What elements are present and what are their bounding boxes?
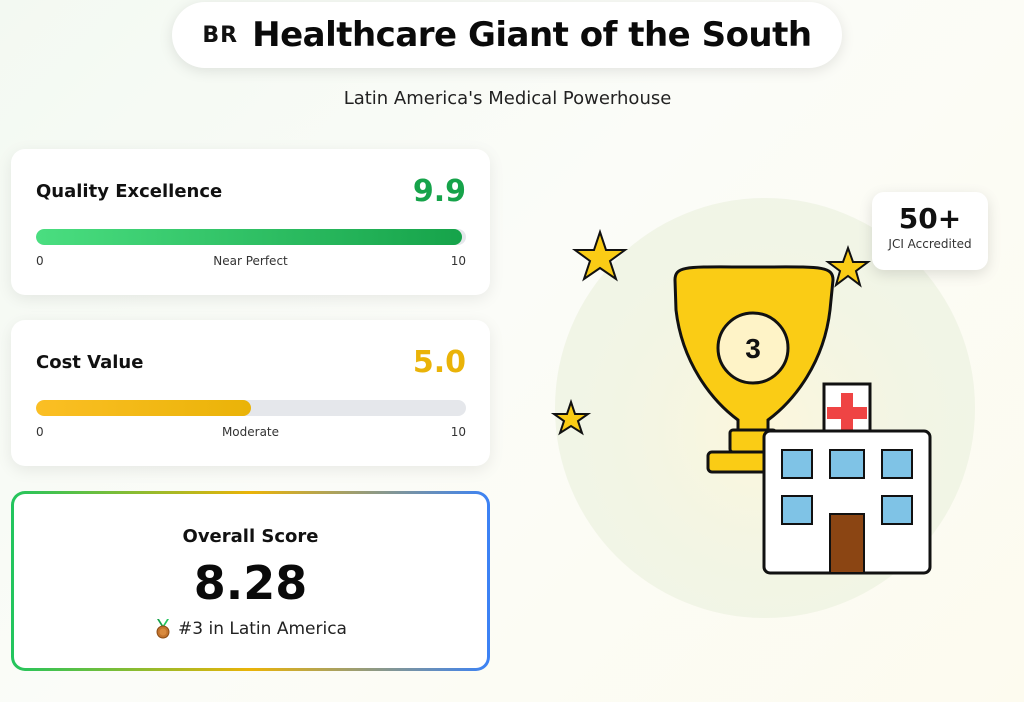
- progress-track: [36, 229, 466, 245]
- axis-max: 10: [450, 425, 466, 439]
- metric-score: 5.0: [412, 345, 466, 380]
- rank-text: #3 in Latin America: [178, 619, 347, 639]
- medal-icon: [156, 619, 170, 639]
- axis-max: 10: [450, 254, 466, 268]
- progress-track: [36, 400, 466, 416]
- trophy-number: 3: [745, 333, 761, 364]
- metric-card-quality: Quality Excellence 9.9 0 Near Perfect 10: [11, 149, 490, 295]
- axis-min: 0: [36, 254, 44, 268]
- rank-line: #3 in Latin America: [14, 619, 487, 639]
- progress-fill: [36, 400, 251, 416]
- metric-card-cost: Cost Value 5.0 0 Moderate 10: [11, 320, 490, 466]
- axis-mid-label: Moderate: [221, 425, 280, 439]
- star-icon: [571, 228, 629, 282]
- page-subtitle: Latin America's Medical Powerhouse: [343, 88, 672, 109]
- trophy-hospital-illustration: 3: [550, 198, 975, 618]
- overall-score-value: 8.28: [193, 556, 308, 610]
- header-pill: BR Healthcare Giant of the South: [172, 2, 842, 68]
- metric-label: Cost Value: [36, 352, 144, 373]
- axis-mid-label: Near Perfect: [213, 254, 288, 268]
- badge-caption: JCI Accredited: [888, 237, 972, 251]
- overall-label: Overall Score: [182, 526, 319, 547]
- badge-value: 50+: [898, 202, 962, 235]
- metric-label: Quality Excellence: [36, 181, 223, 202]
- metric-score: 9.9: [412, 174, 466, 209]
- country-code: BR: [202, 22, 239, 48]
- page-title: Healthcare Giant of the South: [252, 15, 812, 55]
- axis-min: 0: [36, 425, 44, 439]
- accreditation-badge: 50+ JCI Accredited: [872, 192, 988, 270]
- star-icon: [825, 245, 871, 288]
- star-icon: [550, 398, 592, 436]
- hospital-icon: [762, 382, 932, 575]
- progress-fill: [36, 229, 462, 245]
- overall-score-inner: Overall Score 8.28 #3 in Latin America: [14, 494, 487, 668]
- overall-score-card: Overall Score 8.28 #3 in Latin America: [11, 491, 490, 671]
